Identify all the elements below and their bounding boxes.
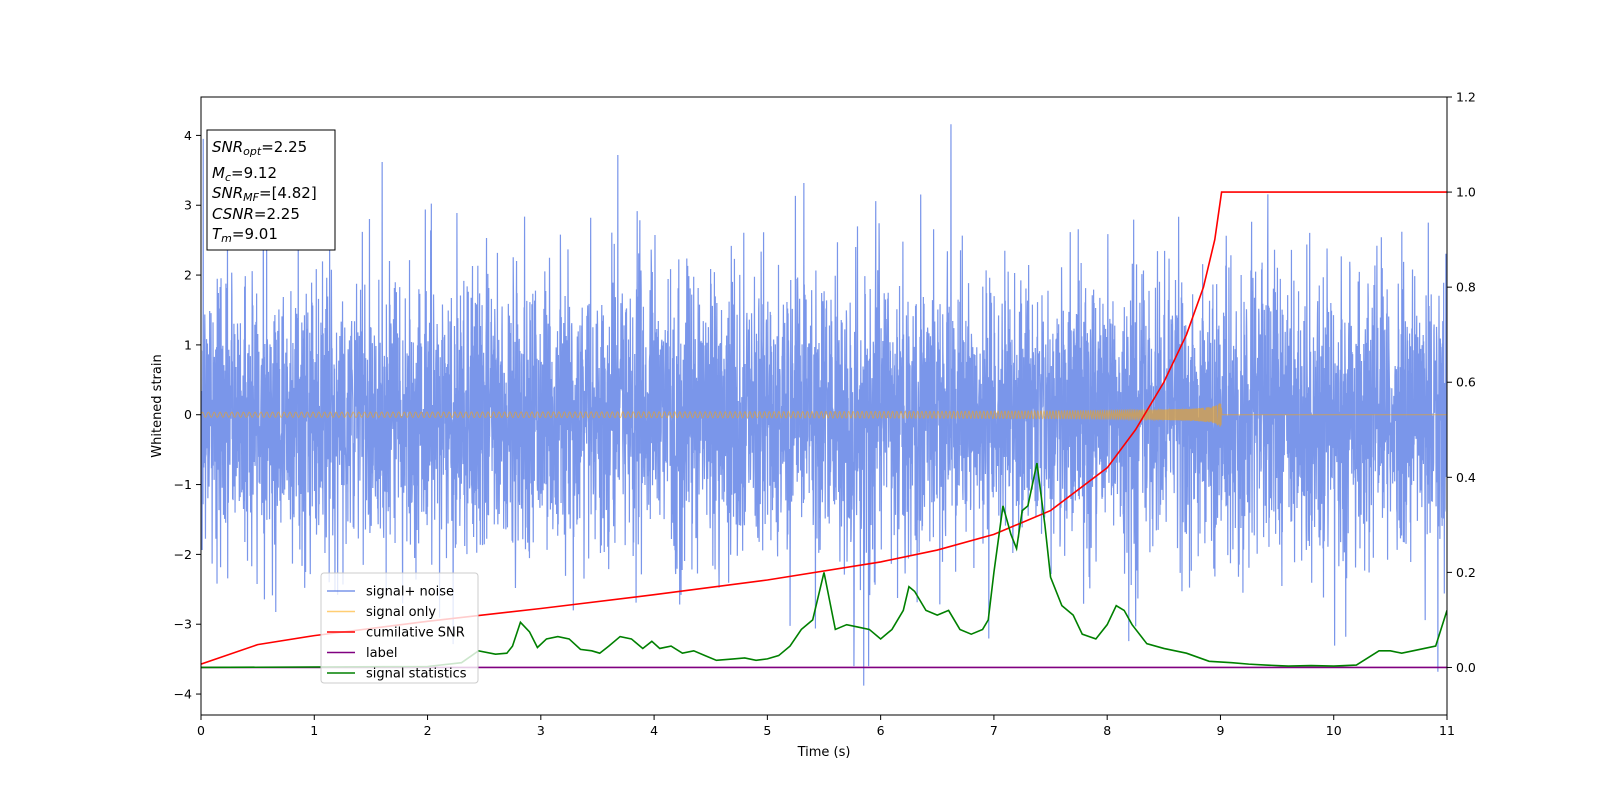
x-tick-label: 7 — [990, 723, 998, 738]
info-snr-opt: SNRopt=2.25 — [212, 138, 307, 158]
x-tick-label: 11 — [1439, 723, 1455, 738]
y-tick-label: −1 — [174, 477, 192, 492]
x-tick-label: 5 — [763, 723, 771, 738]
legend-label-signal-statistics: signal statistics — [366, 667, 467, 682]
y-tick-label: 3 — [184, 198, 192, 213]
y-tick-label: 4 — [184, 128, 192, 143]
y2-tick-label: 0.8 — [1456, 280, 1476, 295]
info-csnr: CSNR=2.25 — [212, 205, 300, 223]
x-axis-label: Time (s) — [797, 745, 851, 760]
x-tick-label: 6 — [877, 723, 885, 738]
plot-frame — [200, 96, 1448, 716]
x-tick-label: 10 — [1326, 723, 1342, 738]
y-tick-label: −3 — [174, 617, 192, 632]
y2-tick-label: 1.0 — [1456, 185, 1476, 200]
info-box: SNRopt=2.25 Mc=9.12 SNRMF=[4.82] CSNR=2.… — [206, 129, 336, 251]
legend-label-signal-noise: signal+ noise — [366, 585, 454, 600]
y-tick-label: −4 — [174, 687, 192, 702]
series-signal-statistics — [201, 462, 1447, 669]
y2-tick-label: 0.2 — [1456, 565, 1476, 580]
y-axis-left: −4 −3 −2 −1 0 1 2 3 4 — [174, 128, 201, 702]
y2-tick-label: 0.0 — [1456, 660, 1476, 675]
legend-label-label: label — [366, 646, 397, 661]
y2-tick-label: 0.6 — [1456, 375, 1476, 390]
y2-tick-label: 1.2 — [1456, 90, 1476, 105]
x-tick-label: 8 — [1103, 723, 1111, 738]
legend-label-cumilative-snr: cumilative SNR — [366, 626, 465, 641]
info-snr-mf: SNRMF=[4.82] — [212, 184, 317, 204]
info-tm: Tm=9.01 — [212, 225, 278, 245]
y-tick-label: −2 — [174, 547, 192, 562]
x-tick-label: 9 — [1216, 723, 1224, 738]
x-tick-label: 1 — [310, 723, 318, 738]
y-axis-right: 0.0 0.2 0.4 0.6 0.8 1.0 1.2 — [1447, 90, 1476, 675]
info-mc: Mc=9.12 — [212, 164, 277, 184]
x-tick-label: 3 — [537, 723, 545, 738]
series-signal-noise — [201, 124, 1447, 686]
y-tick-label: 0 — [184, 407, 192, 422]
y2-tick-label: 0.4 — [1456, 470, 1476, 485]
series-signal-only — [201, 403, 1447, 427]
y-tick-label: 2 — [184, 268, 192, 283]
legend-label-signal-only: signal only — [366, 605, 436, 620]
legend: signal+ noise signal only cumilative SNR la… — [320, 572, 479, 684]
x-tick-label: 4 — [650, 723, 658, 738]
y-axis-label: Whitened strain — [150, 354, 165, 457]
x-tick-label: 2 — [424, 723, 432, 738]
y-tick-label: 1 — [184, 337, 192, 352]
x-tick-label: 0 — [197, 723, 205, 738]
x-axis: 0 1 2 3 4 5 6 7 8 9 10 11 — [197, 715, 1455, 738]
